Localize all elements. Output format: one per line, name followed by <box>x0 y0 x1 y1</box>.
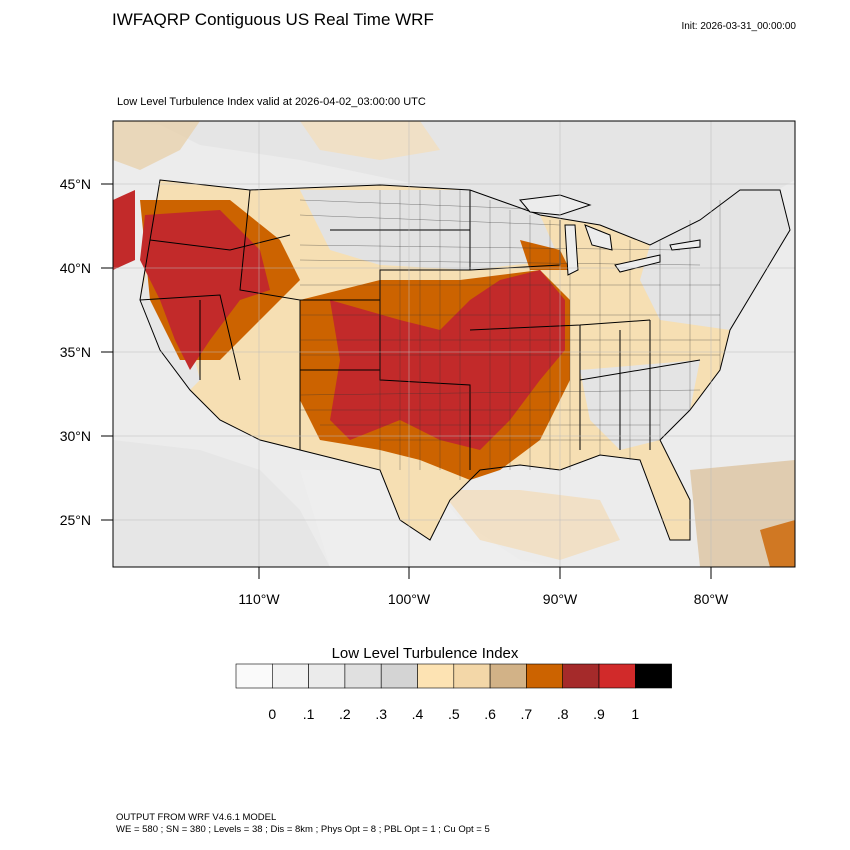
lat-label: 35°N <box>60 344 91 360</box>
great-lakes-orange <box>520 240 570 270</box>
lat-label: 40°N <box>60 260 91 276</box>
lat-label: 45°N <box>60 176 91 192</box>
colorbar-swatch <box>526 663 564 689</box>
lon-ticks <box>258 567 712 579</box>
colorbar-swatch <box>489 663 527 689</box>
offshore-red-strip <box>113 190 135 270</box>
lat-ticks <box>101 183 113 521</box>
atlantic-orange-patch <box>760 520 795 567</box>
gulf-tan-patch <box>440 490 620 560</box>
great-lakes <box>519 194 701 276</box>
map-title: IWFAQRP Contiguous US Real Time WRF <box>112 10 434 29</box>
colorbar-swatch <box>598 663 636 689</box>
model-info-line1: OUTPUT FROM WRF V4.6.1 MODEL <box>116 812 277 823</box>
colorbar-tick-label: .4 <box>412 706 424 722</box>
colorbar <box>235 663 672 689</box>
lon-label: 100°W <box>388 591 431 607</box>
colorbar-swatch <box>634 663 672 689</box>
model-info-line2: WE = 580 ; SN = 380 ; Levels = 38 ; Dis … <box>116 824 490 835</box>
valid-time-subtitle: Low Level Turbulence Index valid at 2026… <box>117 96 426 108</box>
great-basin-red-region <box>140 210 270 370</box>
colorbar-tick-label: .5 <box>448 706 460 722</box>
lat-label: 25°N <box>60 512 91 528</box>
colorbar-labels: 0 .1 .2 .3 .4 .5 .6 .7 .8 .9 1 <box>268 706 639 722</box>
colorbar-tick-label: .7 <box>521 706 533 722</box>
colorbar-tick-label: .3 <box>375 706 387 722</box>
colorbar-title: Low Level Turbulence Index <box>331 645 519 662</box>
map-field <box>113 121 795 567</box>
colorbar-tick-label: .6 <box>484 706 496 722</box>
colorbar-swatch <box>562 663 600 689</box>
canada-tan-patch <box>300 121 440 160</box>
colorbar-swatch <box>308 663 346 689</box>
colorbar-swatch <box>271 663 309 689</box>
colorbar-tick-label: 0 <box>268 706 276 722</box>
colorbar-tick-label: .8 <box>557 706 569 722</box>
lon-label: 90°W <box>543 591 578 607</box>
canada-west-patch <box>113 121 200 170</box>
init-time-label: Init: 2026-03-31_00:00:00 <box>681 21 796 32</box>
southeast-gray <box>580 360 700 450</box>
lon-label: 110°W <box>238 591 280 607</box>
northeast-gray <box>640 190 790 330</box>
colorbar-tick-label: .2 <box>339 706 351 722</box>
map-frame <box>112 120 796 568</box>
colorbar-swatch <box>453 663 491 689</box>
lon-label: 80°W <box>694 591 729 607</box>
mexico-region <box>113 440 330 567</box>
county-lines <box>299 190 721 480</box>
colorbar-swatch <box>344 663 382 689</box>
colorbar-swatch <box>235 663 273 689</box>
colorbar-tick-label: 1 <box>631 706 639 722</box>
graticule <box>113 121 795 567</box>
colorbar-swatch <box>417 663 455 689</box>
colorbar-tick-label: .1 <box>303 706 315 722</box>
colorbar-tick-label: .9 <box>593 706 605 722</box>
lat-label: 30°N <box>60 428 91 444</box>
colorbar-swatch <box>380 663 418 689</box>
